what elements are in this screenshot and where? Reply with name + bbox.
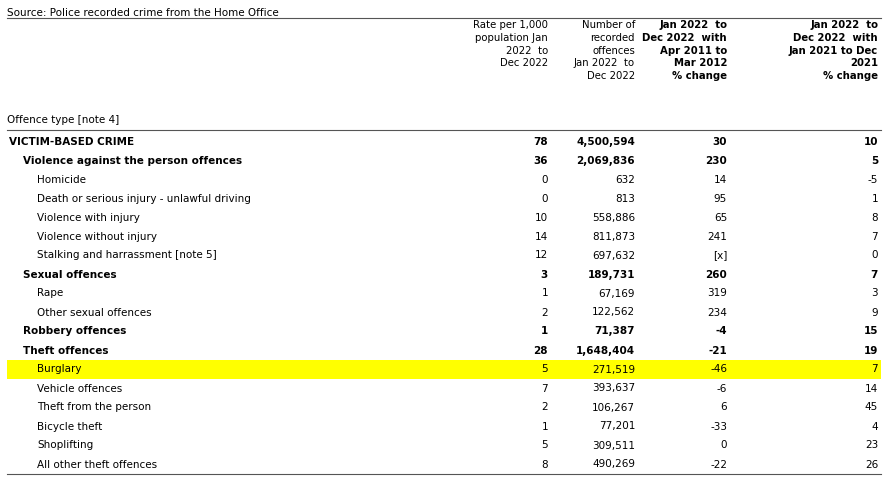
Text: 7: 7: [871, 232, 878, 242]
Text: 2,069,836: 2,069,836: [576, 156, 635, 166]
Text: 30: 30: [712, 137, 727, 147]
Text: -46: -46: [710, 364, 727, 375]
Text: 14: 14: [865, 384, 878, 394]
Text: Offence type [note 4]: Offence type [note 4]: [7, 115, 119, 125]
Text: 36: 36: [534, 156, 548, 166]
Text: 230: 230: [705, 156, 727, 166]
Text: 71,387: 71,387: [594, 326, 635, 336]
Text: 271,519: 271,519: [592, 364, 635, 375]
Text: 10: 10: [535, 213, 548, 223]
Text: Rate per 1,000
population Jan
2022  to
Dec 2022: Rate per 1,000 population Jan 2022 to De…: [473, 20, 548, 68]
Text: 106,267: 106,267: [592, 403, 635, 413]
Text: [x]: [x]: [713, 250, 727, 260]
Text: 0: 0: [542, 175, 548, 185]
Text: Number of
recorded
offences
Jan 2022  to
Dec 2022: Number of recorded offences Jan 2022 to …: [574, 20, 635, 81]
Text: 7: 7: [871, 364, 878, 375]
Text: 9: 9: [871, 307, 878, 317]
Text: 5: 5: [871, 156, 878, 166]
Text: Theft from the person: Theft from the person: [37, 403, 151, 413]
Text: 7: 7: [542, 384, 548, 394]
Text: Burglary: Burglary: [37, 364, 82, 375]
Text: Rape: Rape: [37, 288, 63, 298]
Text: 1: 1: [542, 422, 548, 432]
Text: 1: 1: [542, 288, 548, 298]
Text: Theft offences: Theft offences: [23, 345, 108, 355]
Text: Shoplifting: Shoplifting: [37, 441, 93, 451]
Text: Sexual offences: Sexual offences: [23, 269, 116, 279]
Text: 813: 813: [615, 194, 635, 204]
Text: 26: 26: [865, 460, 878, 470]
Text: Violence with injury: Violence with injury: [37, 213, 140, 223]
Bar: [7, 360, 881, 379]
Text: 8: 8: [871, 213, 878, 223]
Text: 3: 3: [541, 269, 548, 279]
Text: 7: 7: [870, 269, 878, 279]
Text: 1: 1: [871, 194, 878, 204]
Text: 309,511: 309,511: [592, 441, 635, 451]
Text: Jan 2022  to
Dec 2022  with
Apr 2011 to
Mar 2012
% change: Jan 2022 to Dec 2022 with Apr 2011 to Ma…: [642, 20, 727, 81]
Text: 632: 632: [615, 175, 635, 185]
Text: 19: 19: [864, 345, 878, 355]
Text: -4: -4: [716, 326, 727, 336]
Text: 697,632: 697,632: [592, 250, 635, 260]
Text: 12: 12: [535, 250, 548, 260]
Text: 65: 65: [714, 213, 727, 223]
Text: Source: Police recorded crime from the Home Office: Source: Police recorded crime from the H…: [7, 8, 279, 18]
Text: 0: 0: [720, 441, 727, 451]
Text: 15: 15: [863, 326, 878, 336]
Text: 393,637: 393,637: [592, 384, 635, 394]
Text: 14: 14: [714, 175, 727, 185]
Text: 3: 3: [871, 288, 878, 298]
Text: -33: -33: [710, 422, 727, 432]
Text: 2: 2: [542, 307, 548, 317]
Text: 10: 10: [863, 137, 878, 147]
Text: Bicycle theft: Bicycle theft: [37, 422, 102, 432]
Text: Stalking and harrassment [note 5]: Stalking and harrassment [note 5]: [37, 250, 217, 260]
Text: 5: 5: [542, 364, 548, 375]
Text: 6: 6: [720, 403, 727, 413]
Text: 0: 0: [871, 250, 878, 260]
Text: 8: 8: [542, 460, 548, 470]
Text: Homicide: Homicide: [37, 175, 86, 185]
Text: 14: 14: [535, 232, 548, 242]
Text: 4,500,594: 4,500,594: [576, 137, 635, 147]
Text: 23: 23: [865, 441, 878, 451]
Text: Other sexual offences: Other sexual offences: [37, 307, 152, 317]
Text: 490,269: 490,269: [592, 460, 635, 470]
Text: 241: 241: [707, 232, 727, 242]
Text: Violence against the person offences: Violence against the person offences: [23, 156, 242, 166]
Text: 5: 5: [542, 441, 548, 451]
Text: 28: 28: [534, 345, 548, 355]
Text: -22: -22: [710, 460, 727, 470]
Text: 67,169: 67,169: [599, 288, 635, 298]
Text: 234: 234: [707, 307, 727, 317]
Text: 319: 319: [707, 288, 727, 298]
Text: Violence without injury: Violence without injury: [37, 232, 157, 242]
Text: 189,731: 189,731: [588, 269, 635, 279]
Text: 558,886: 558,886: [592, 213, 635, 223]
Text: 95: 95: [714, 194, 727, 204]
Text: -5: -5: [868, 175, 878, 185]
Text: 0: 0: [542, 194, 548, 204]
Text: 78: 78: [534, 137, 548, 147]
Text: 1: 1: [541, 326, 548, 336]
Text: Jan 2022  to
Dec 2022  with
Jan 2021 to Dec
2021
% change: Jan 2022 to Dec 2022 with Jan 2021 to De…: [789, 20, 878, 81]
Text: 2: 2: [542, 403, 548, 413]
Text: Vehicle offences: Vehicle offences: [37, 384, 123, 394]
Text: VICTIM-BASED CRIME: VICTIM-BASED CRIME: [9, 137, 134, 147]
Text: 811,873: 811,873: [592, 232, 635, 242]
Text: 122,562: 122,562: [592, 307, 635, 317]
Text: All other theft offences: All other theft offences: [37, 460, 157, 470]
Text: 45: 45: [865, 403, 878, 413]
Text: 260: 260: [705, 269, 727, 279]
Text: 77,201: 77,201: [599, 422, 635, 432]
Text: 4: 4: [871, 422, 878, 432]
Text: -6: -6: [717, 384, 727, 394]
Text: Robbery offences: Robbery offences: [23, 326, 126, 336]
Text: -21: -21: [709, 345, 727, 355]
Text: Death or serious injury - unlawful driving: Death or serious injury - unlawful drivi…: [37, 194, 251, 204]
Text: 1,648,404: 1,648,404: [576, 345, 635, 355]
